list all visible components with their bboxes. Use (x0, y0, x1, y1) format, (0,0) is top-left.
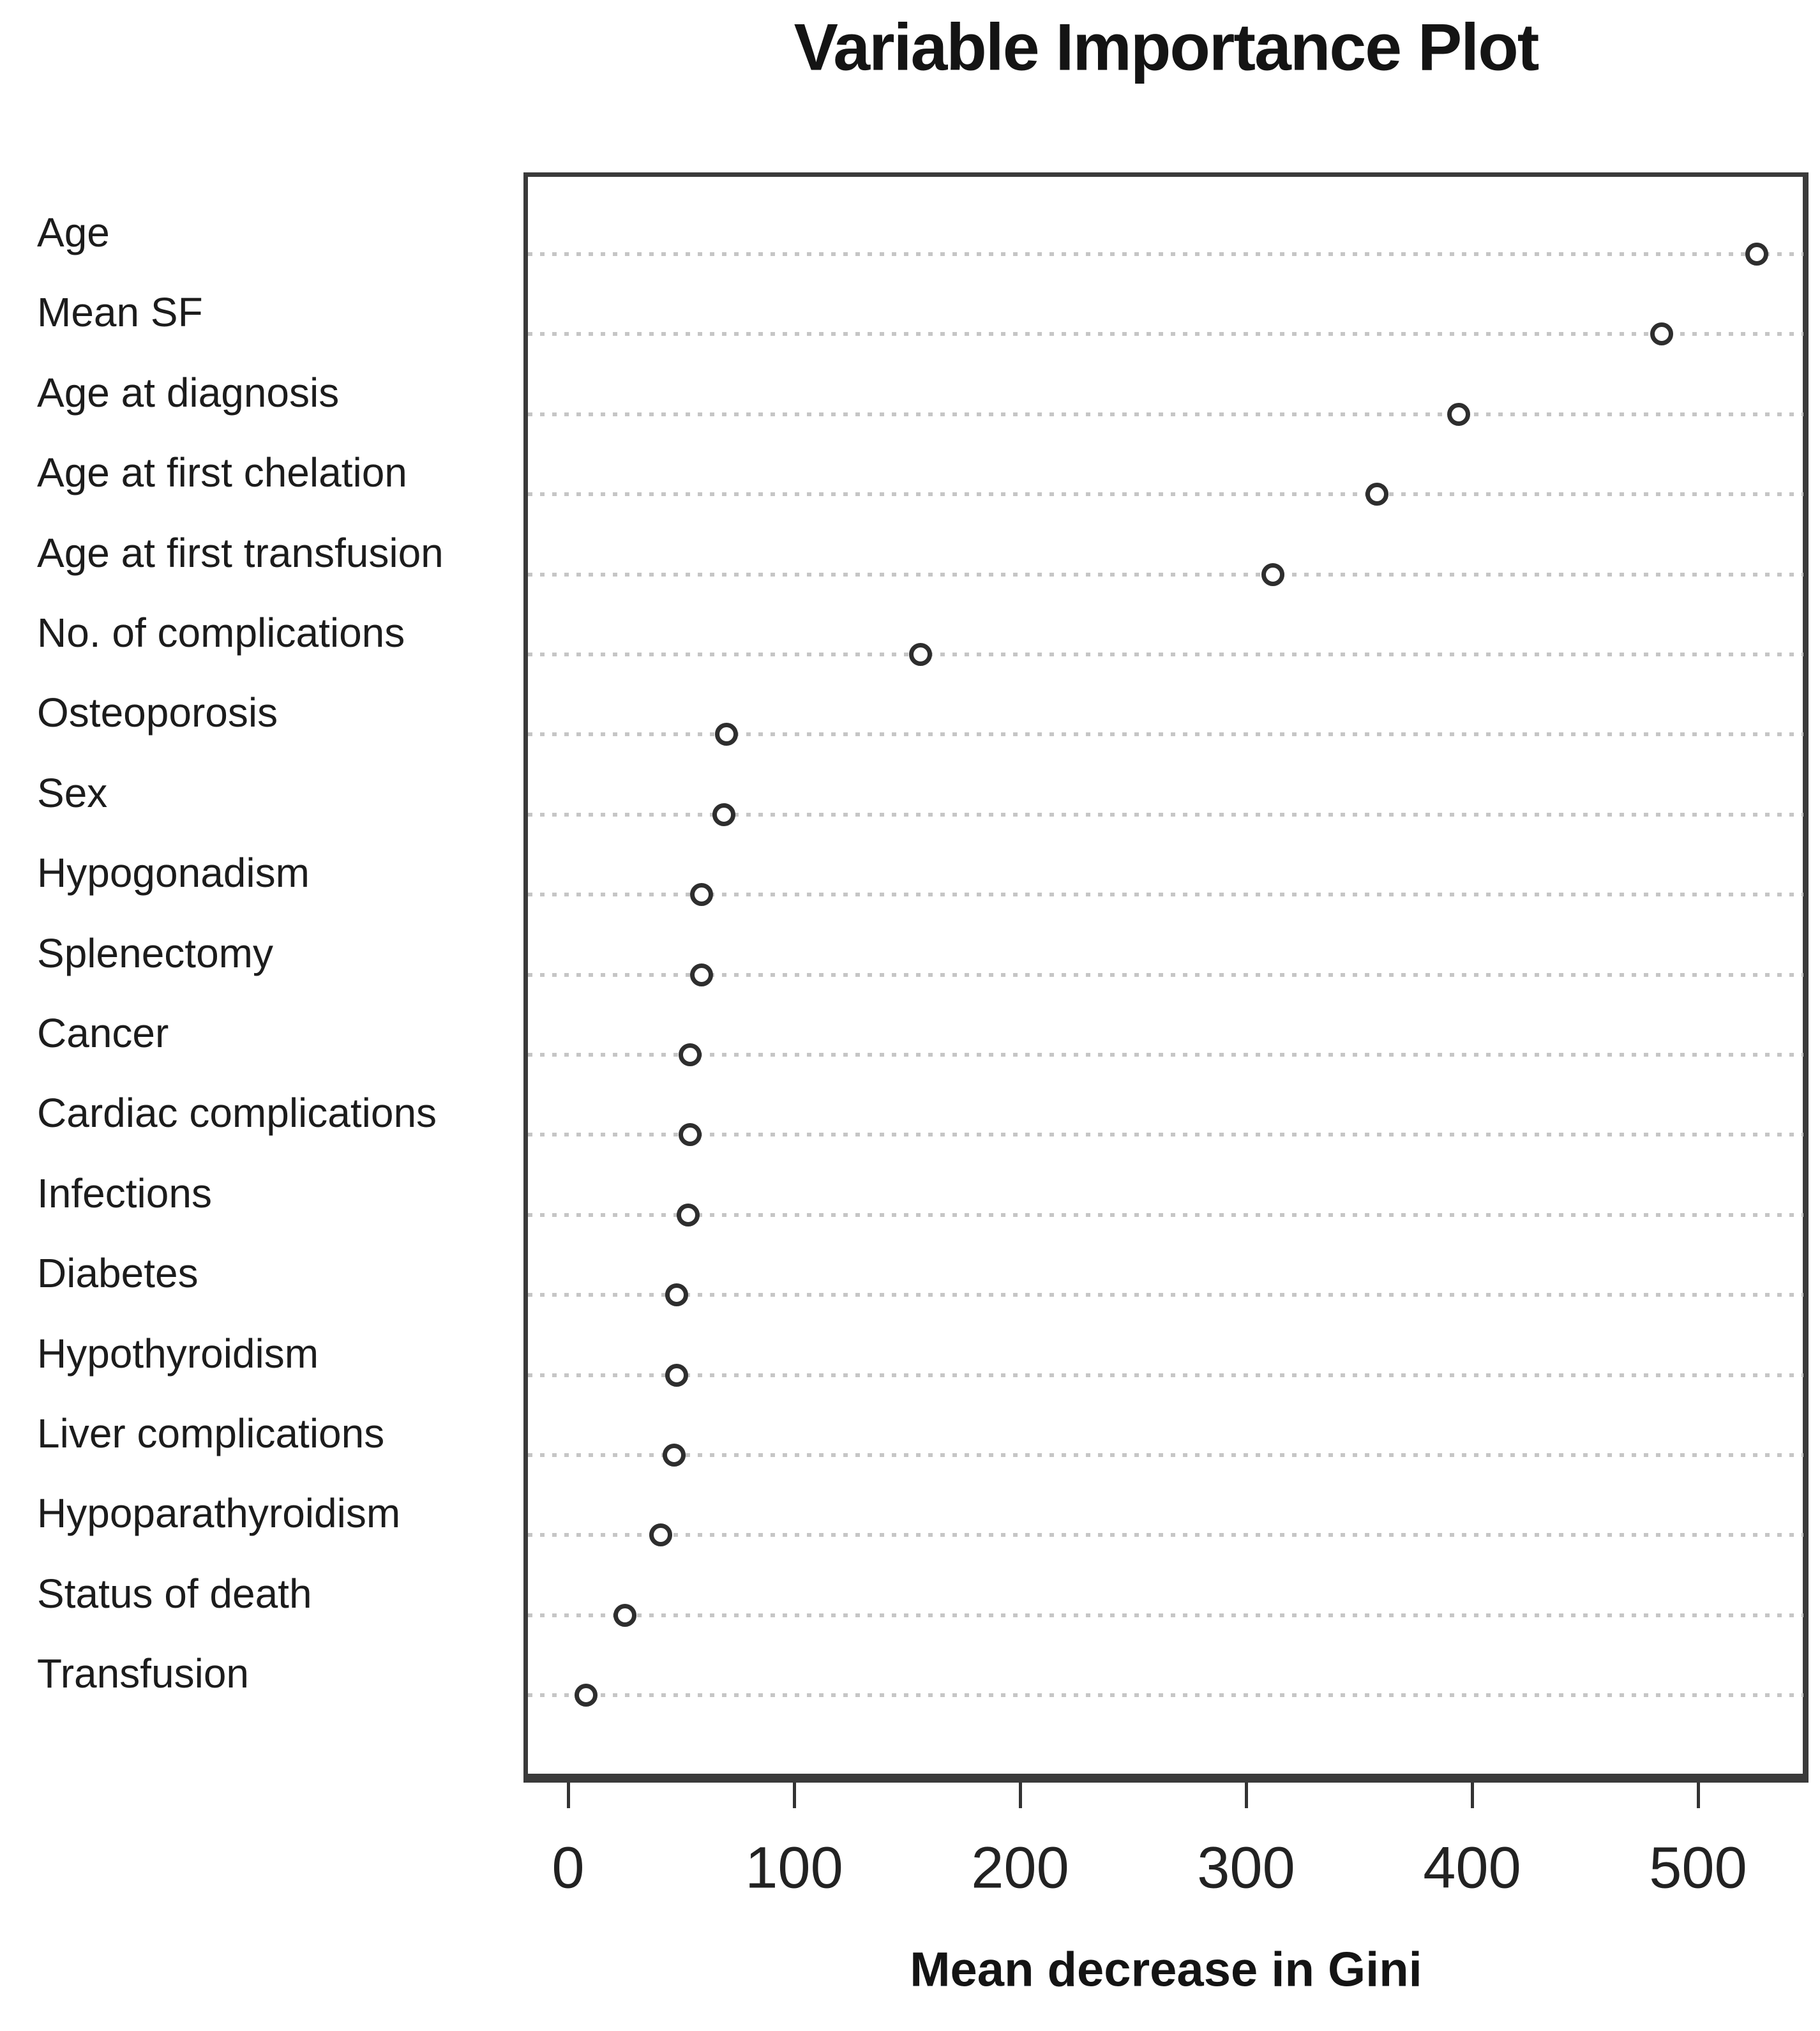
gridline (528, 252, 1803, 256)
gridline (528, 1212, 1803, 1217)
x-tick-mark (1697, 1783, 1700, 1808)
gridline (528, 572, 1803, 577)
x-tick-label: 400 (1423, 1835, 1521, 1901)
data-point (909, 643, 933, 666)
gridline (528, 1373, 1803, 1377)
data-point (1447, 402, 1470, 426)
data-point (663, 1444, 686, 1467)
x-tick-label: 100 (745, 1835, 843, 1901)
gridline (528, 1533, 1803, 1537)
data-point (665, 1283, 688, 1307)
gridline (528, 653, 1803, 656)
category-label: Hypoparathyroidism (37, 1490, 401, 1537)
x-tick-label: 200 (971, 1835, 1069, 1901)
chart-title: Variable Importance Plot (793, 10, 1540, 85)
x-tick-label: 500 (1649, 1835, 1747, 1901)
category-label: Cancer (37, 1010, 169, 1056)
data-point (676, 1203, 700, 1227)
gridline (528, 893, 1803, 897)
gridline (528, 1053, 1803, 1057)
gridline (528, 412, 1803, 416)
data-point (714, 723, 738, 746)
data-point (1745, 243, 1769, 266)
x-axis-title: Mean decrease in Gini (910, 1942, 1422, 1997)
category-label: Age (37, 209, 110, 255)
data-point (679, 1123, 702, 1147)
gridline (528, 1293, 1803, 1297)
category-label: Mean SF (37, 289, 203, 336)
x-tick-mark (1019, 1783, 1022, 1808)
data-point (575, 1684, 598, 1707)
category-label: Status of death (37, 1570, 312, 1617)
x-tick-mark (793, 1783, 796, 1808)
data-point (689, 883, 713, 907)
data-point (613, 1603, 636, 1627)
category-label: No. of complications (37, 610, 405, 656)
gridline (528, 1453, 1803, 1457)
gridline (528, 1133, 1803, 1137)
category-label: Age at first transfusion (37, 529, 444, 576)
x-tick-mark (1245, 1783, 1248, 1808)
category-label: Infections (37, 1170, 212, 1216)
category-label: Splenectomy (37, 930, 273, 976)
x-tick-mark (1471, 1783, 1474, 1808)
category-label: Diabetes (37, 1250, 199, 1297)
gridline (528, 972, 1803, 977)
gridline (528, 732, 1803, 737)
data-point (665, 1363, 688, 1387)
category-label: Liver complications (37, 1410, 385, 1456)
category-label: Cardiac complications (37, 1090, 437, 1136)
gridline (528, 492, 1803, 497)
data-point (1261, 562, 1285, 586)
data-point (679, 1043, 702, 1066)
plot-area (523, 172, 1809, 1783)
category-label: Hypothyroidism (37, 1330, 319, 1377)
category-label: Osteoporosis (37, 690, 278, 736)
category-label: Sex (37, 769, 108, 816)
gridline (528, 1693, 1803, 1698)
category-label: Age at diagnosis (37, 369, 340, 416)
gridline (528, 1613, 1803, 1617)
data-point (689, 963, 713, 986)
data-point (1650, 322, 1674, 346)
gridline (528, 332, 1803, 336)
x-tick-label: 300 (1197, 1835, 1295, 1901)
gridline (528, 812, 1803, 817)
category-label: Age at first chelation (37, 449, 407, 496)
data-point (649, 1523, 673, 1547)
data-point (1365, 483, 1389, 506)
data-point (712, 803, 736, 826)
category-label: Transfusion (37, 1650, 249, 1697)
category-label: Hypogonadism (37, 850, 310, 896)
x-tick-mark (567, 1783, 570, 1808)
x-tick-label: 0 (552, 1835, 585, 1901)
